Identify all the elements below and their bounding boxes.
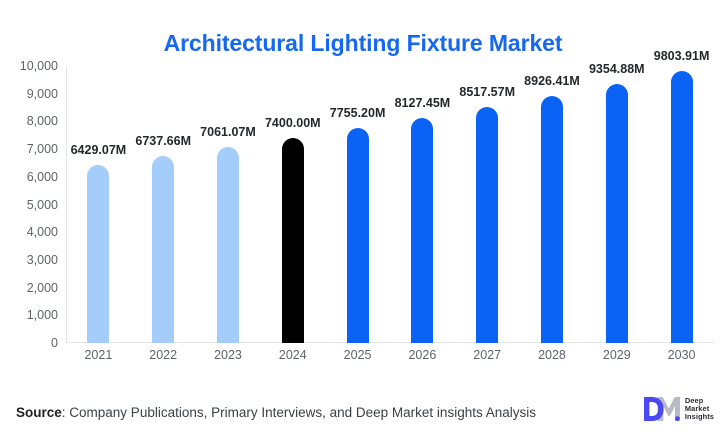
x-axis-tick: 2027	[473, 348, 502, 362]
logo-line-3: Insights	[684, 411, 714, 421]
x-axis-tick: 2030	[667, 348, 696, 362]
logo-line-2: Market	[684, 404, 710, 413]
chart-footer: Source: Company Publications, Primary In…	[0, 383, 726, 443]
source-note: Source: Company Publications, Primary In…	[16, 405, 536, 420]
bar-value-label: 9803.91M	[653, 49, 710, 64]
y-axis-tick: 10,000	[19, 59, 58, 73]
y-axis-tick: 5,000	[26, 197, 58, 212]
y-axis-tick: 7,000	[26, 142, 58, 157]
bar-slot: 7061.07M	[196, 66, 261, 343]
bar-value-label: 7755.20M	[329, 106, 386, 121]
bar[interactable]	[476, 107, 499, 343]
x-axis-tick: 2026	[408, 348, 437, 362]
y-axis-tick: 2,000	[26, 280, 58, 295]
bar-slot: 8517.57M	[455, 66, 520, 343]
dm-monogram-icon	[643, 397, 680, 421]
chart-title: Architectural Lighting Fixture Market	[163, 30, 563, 56]
x-axis-tick: 2021	[84, 348, 113, 362]
bar[interactable]	[540, 95, 563, 343]
bar-value-label: 7400.00M	[264, 116, 321, 131]
y-axis-labels: 10,000 9,000 8,000 7,000 6,000 5,000 4,000 3,00…	[0, 59, 58, 350]
x-axis-tick: 2029	[602, 348, 631, 362]
plot-area: 6429.07M 6737.66M 7061.07M 7400.00M 7755.20M…	[66, 49, 714, 343]
bar[interactable]	[346, 128, 369, 343]
bar[interactable]	[605, 83, 628, 343]
bar[interactable]	[152, 156, 175, 343]
x-axis-tick: 2025	[343, 348, 372, 362]
x-axis-tick: 2023	[214, 348, 242, 362]
logo-wordmark: Deep Market Insights	[685, 397, 714, 421]
source-value: : Company Publications, Primary Intervie…	[61, 405, 536, 420]
bar-slot: 9354.88M	[584, 62, 649, 343]
y-axis-tick: 8,000	[26, 114, 58, 129]
x-axis-tick: 2024	[278, 348, 307, 362]
bar-value-label: 6737.66M	[135, 134, 191, 149]
y-axis-tick: 0	[51, 336, 58, 350]
x-axis-tick: 2028	[538, 348, 566, 362]
bar-slot: 9803.91M	[649, 49, 714, 343]
bar-value-label: 8127.45M	[394, 95, 451, 110]
bar-slot: 7755.20M	[325, 66, 390, 343]
bar-value-label: 6429.07M	[70, 142, 127, 157]
bar[interactable]	[411, 117, 434, 343]
bar-slot: 6737.66M	[131, 66, 196, 343]
bar-slot: 6429.07M	[66, 66, 131, 343]
bar[interactable]	[216, 147, 239, 343]
x-axis-tick: 2022	[149, 348, 178, 362]
bar[interactable]	[281, 138, 304, 343]
bars-layer: 6429.07M 6737.66M 7061.07M 7400.00M 7755.20M…	[66, 49, 714, 343]
bar-slot: 7400.00M	[260, 66, 325, 343]
y-axis-tick: 9,000	[26, 86, 58, 101]
x-axis-labels: 2021 2022 2023 2024 2025 2026 2027 2028 2029 2030	[66, 348, 714, 368]
deep-market-insights-logo: Deep Market Insights	[643, 393, 714, 425]
bar[interactable]	[670, 71, 693, 343]
bar-value-label: 9354.88M	[588, 61, 645, 76]
x-axis-line	[66, 342, 714, 343]
bar[interactable]	[87, 164, 110, 343]
bar-slot: 8127.45M	[390, 66, 455, 343]
bar-slot: 8926.41M	[520, 66, 585, 343]
y-axis-tick: 3,000	[26, 252, 58, 267]
bar-value-label: 8517.57M	[459, 85, 515, 100]
y-axis-line	[66, 66, 67, 343]
y-axis-tick: 1,000	[26, 308, 58, 323]
y-axis-tick: 6,000	[26, 169, 58, 184]
y-axis-tick: 4,000	[26, 225, 58, 240]
bar-value-label: 8926.41M	[524, 73, 580, 88]
source-label: Source	[16, 405, 62, 420]
logo-line-1: Deep	[684, 396, 704, 406]
bar-value-label: 7061.07M	[200, 125, 256, 140]
